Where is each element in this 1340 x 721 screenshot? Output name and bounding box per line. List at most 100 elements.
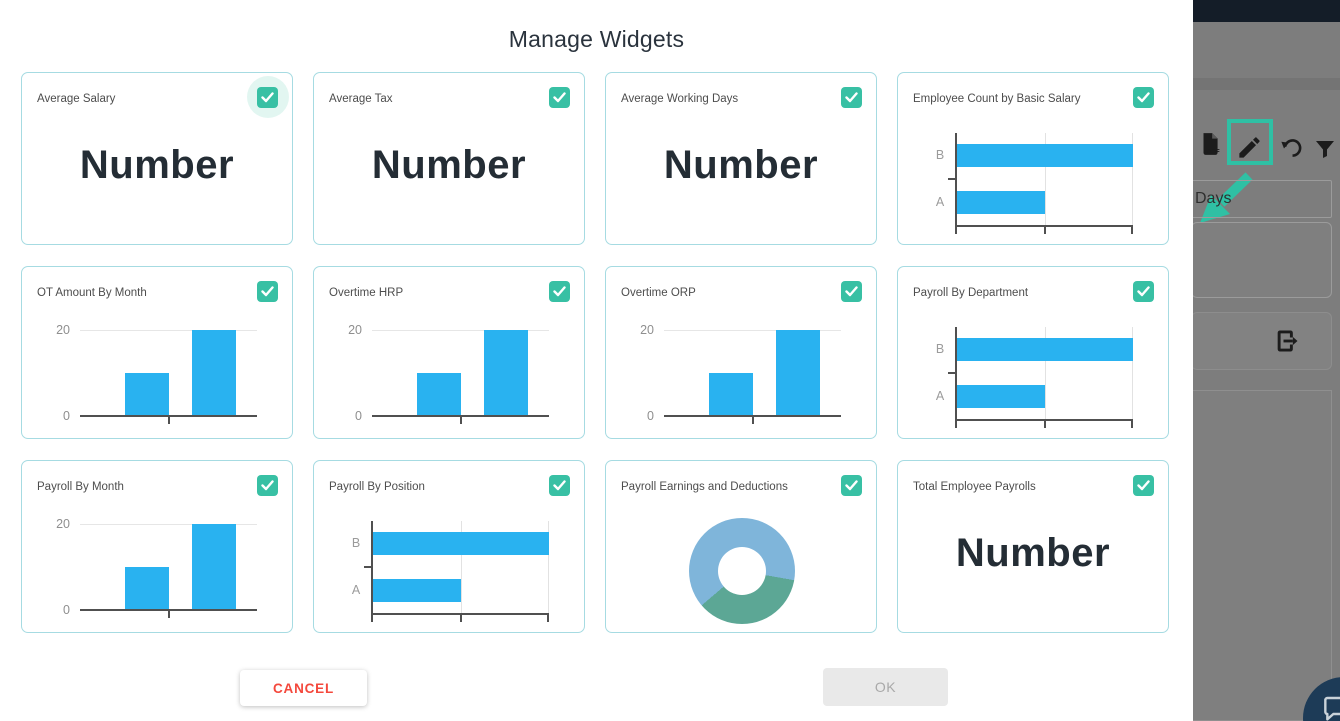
hbar-chart-preview [948, 327, 1133, 428]
gridline [664, 330, 841, 331]
pdf-export-icon: PDF [1203, 133, 1221, 156]
widget-preview: Number [22, 73, 292, 244]
gridline [372, 330, 549, 331]
donut-chart-preview [689, 518, 795, 624]
number-preview: Number [79, 143, 235, 187]
check-icon [553, 92, 566, 103]
widget-checkbox[interactable] [549, 87, 570, 108]
widget-title: Total Employee Payrolls [913, 481, 1036, 493]
x-axis-tick [1131, 421, 1133, 428]
y-axis-max-label: 20 [56, 517, 70, 531]
widget-checkbox[interactable] [549, 281, 570, 302]
widget-title: Average Working Days [621, 93, 739, 105]
widget-card-payroll-earnings-and-deductions[interactable]: Payroll Earnings and Deductions [605, 460, 877, 633]
bar [776, 330, 820, 415]
bar [417, 372, 461, 415]
bar [125, 566, 169, 609]
widget-title: Payroll By Department [913, 287, 1029, 299]
widget-card-overtime-hrp[interactable]: Overtime HRP 20 0 [313, 266, 585, 439]
widget-title: Overtime ORP [621, 287, 696, 299]
widget-checkbox[interactable] [841, 475, 862, 496]
widget-preview: 20 0 [22, 461, 292, 632]
y-axis-tick [364, 566, 373, 568]
bar [484, 330, 528, 415]
y-axis-max-label: 20 [348, 323, 362, 337]
widget-card-overtime-orp[interactable]: Overtime ORP 20 0 [605, 266, 877, 439]
check-icon [1137, 92, 1150, 103]
widget-card-total-employee-payrolls[interactable]: Total Employee Payrolls Number [897, 460, 1169, 633]
widget-checkbox[interactable] [1133, 87, 1154, 108]
check-icon [261, 480, 274, 491]
bar [957, 191, 1045, 214]
widget-checkbox[interactable] [257, 87, 278, 108]
dialog-title: Manage Widgets [508, 26, 685, 52]
bar [709, 372, 753, 415]
y-axis-max-label: 20 [56, 323, 70, 337]
svg-text:PDF: PDF [1206, 149, 1221, 156]
widget-title: Average Salary [37, 93, 116, 105]
bar [125, 372, 169, 415]
widget-title: Payroll Earnings and Deductions [621, 481, 788, 493]
widget-checkbox[interactable] [257, 475, 278, 496]
widget-checkbox[interactable] [549, 475, 570, 496]
widget-checkbox[interactable] [1133, 475, 1154, 496]
check-icon [1137, 480, 1150, 491]
widget-preview [606, 461, 876, 632]
widget-preview: Number [898, 461, 1168, 632]
bar [957, 385, 1045, 408]
cancel-button[interactable]: CANCEL [240, 670, 367, 706]
widget-checkbox[interactable] [257, 281, 278, 302]
widget-card-average-salary[interactable]: Average Salary Number [21, 72, 293, 245]
widget-checkbox[interactable] [1133, 281, 1154, 302]
category-label: A [935, 389, 945, 403]
widget-checkbox[interactable] [841, 281, 862, 302]
widget-card-ot-amount-by-month[interactable]: OT Amount By Month 20 0 [21, 266, 293, 439]
widget-checkbox[interactable] [841, 87, 862, 108]
gridline [1045, 327, 1046, 419]
category-label: A [935, 195, 945, 209]
category-label: B [935, 148, 945, 162]
export-icon [1277, 330, 1298, 352]
x-axis-tick [167, 417, 170, 424]
modal-backdrop[interactable]: PDF Days Days ORP Days [1193, 0, 1340, 721]
widget-preview: Number [314, 73, 584, 244]
hbar-chart-preview [364, 521, 549, 622]
hbar-chart-preview [948, 133, 1133, 234]
check-icon [845, 92, 858, 103]
edit-highlight-box [1227, 119, 1273, 165]
category-label: B [351, 536, 361, 550]
bar [192, 330, 236, 415]
gridline [80, 524, 257, 525]
gridline [461, 521, 462, 613]
bar [192, 524, 236, 609]
widget-card-payroll-by-month[interactable]: Payroll By Month 20 0 [21, 460, 293, 633]
widget-preview: 20 0 [22, 267, 292, 438]
undo-icon [1281, 139, 1302, 157]
bar-chart-preview [372, 330, 549, 424]
ok-button[interactable]: OK [823, 668, 948, 706]
bar [373, 532, 549, 555]
check-icon [845, 286, 858, 297]
background-toolbar-panel [1193, 312, 1332, 370]
days-selector: Days [1193, 180, 1332, 218]
bar [373, 579, 461, 602]
widget-preview: 20 0 [606, 267, 876, 438]
widget-card-average-tax[interactable]: Average Tax Number [313, 72, 585, 245]
bar [957, 338, 1133, 361]
y-axis-min-label: 0 [647, 409, 654, 423]
y-axis-min-label: 0 [63, 409, 70, 423]
gridline [1132, 133, 1133, 225]
widget-card-average-working-days[interactable]: Average Working Days Number [605, 72, 877, 245]
gridline [80, 330, 257, 331]
x-axis-tick [1044, 227, 1046, 234]
widget-title: Overtime HRP [329, 287, 404, 299]
filter-icon [1316, 141, 1334, 158]
bar [957, 144, 1133, 167]
x-axis-tick [1044, 421, 1046, 428]
edit-pencil-icon [1239, 137, 1260, 158]
widget-grid: Average Salary Number Average Tax Number… [21, 72, 1169, 633]
check-icon [553, 480, 566, 491]
